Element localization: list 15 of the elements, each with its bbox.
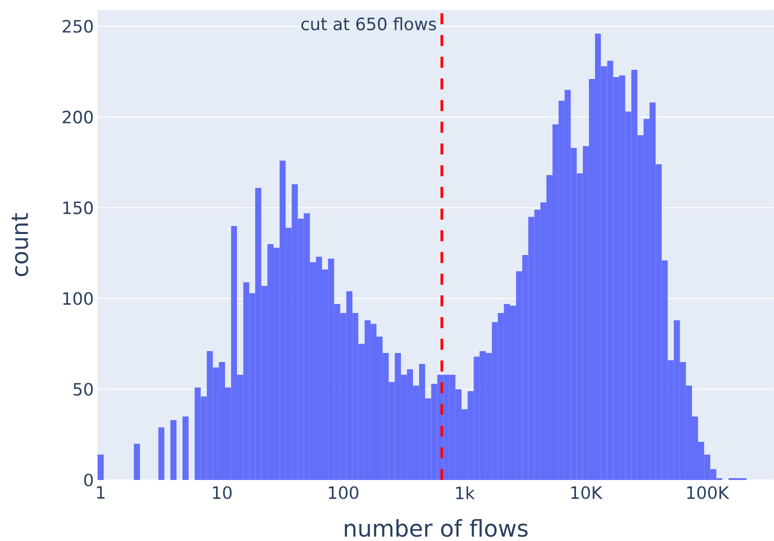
- x-axis-title: number of flows: [344, 519, 528, 537]
- y-tick-label: 150: [63, 201, 93, 214]
- y-tick-label: 200: [62, 110, 93, 124]
- y-tick-label: 50: [74, 382, 93, 396]
- y-tick-label: 250: [62, 20, 93, 33]
- ref-line-label: cut at 650 flows: [301, 17, 436, 30]
- x-tick-label: 100: [328, 486, 358, 500]
- x-tick-label: 10K: [571, 486, 603, 500]
- x-tick-label: 1: [97, 486, 104, 499]
- y-tick-label: 100: [63, 292, 93, 305]
- x-tick-label: 10: [212, 486, 232, 500]
- y-tick-label: 0: [84, 474, 93, 486]
- y-axis-title: count: [12, 213, 28, 276]
- x-tick-label: 100K: [687, 486, 730, 500]
- x-tick-label: 1k: [456, 486, 475, 500]
